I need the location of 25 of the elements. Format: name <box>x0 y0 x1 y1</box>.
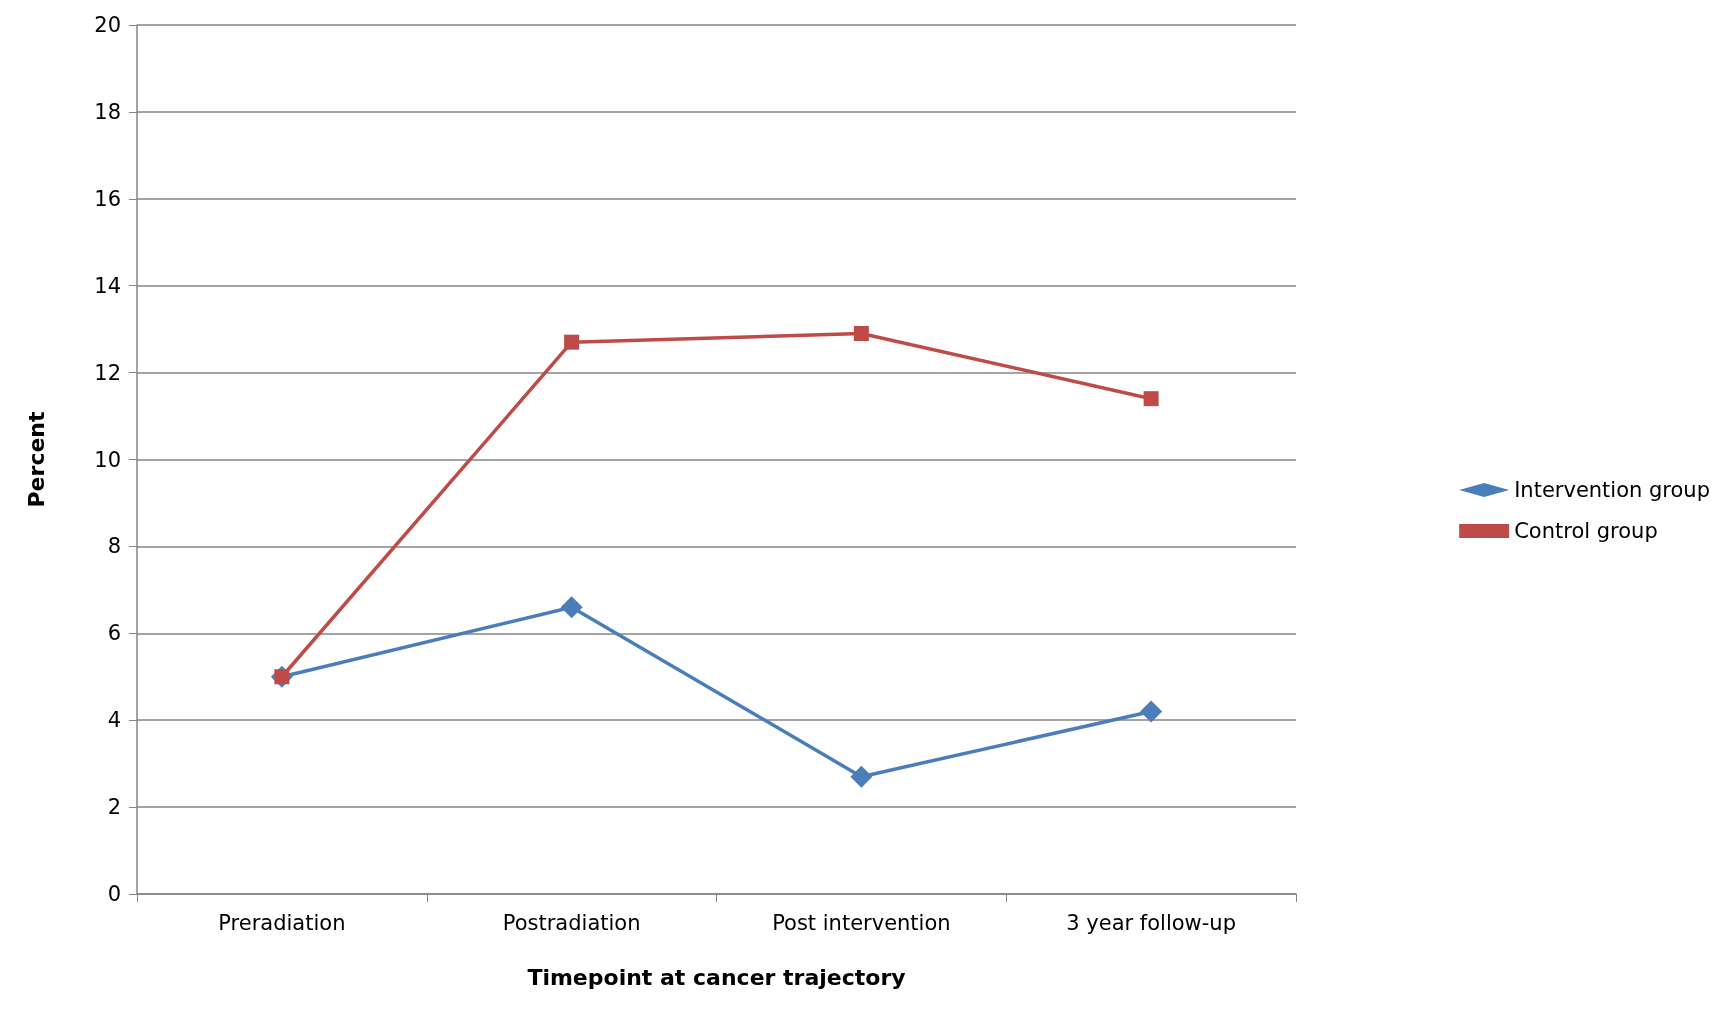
y-tick-label: 20 <box>94 13 121 37</box>
y-tick-label: 8 <box>107 534 121 559</box>
y-tick-label: 10 <box>94 447 121 472</box>
y-tick-label: 18 <box>94 99 121 124</box>
y-tick-label: 16 <box>94 186 121 211</box>
y-tick-label: 2 <box>107 795 121 820</box>
y-tick-label: 4 <box>107 708 121 733</box>
x-tick-label: Postradiation <box>502 910 641 935</box>
x-tick-label: 3 year follow-up <box>1066 910 1236 935</box>
point <box>1140 700 1163 723</box>
point <box>564 334 580 350</box>
x-tick-label: Post intervention <box>772 910 951 935</box>
x-axis-title: Timepoint at cancer trajectory <box>527 964 906 990</box>
y-tick-label: 14 <box>94 273 121 298</box>
legend-label: Intervention group <box>1514 478 1710 502</box>
y-tick-label: 0 <box>107 882 121 906</box>
point <box>560 596 583 619</box>
x-tick-label: Preradiation <box>218 910 346 935</box>
y-tick-label: 12 <box>94 360 121 385</box>
y-tick-label: 6 <box>107 621 121 646</box>
legend-label: Control group <box>1514 519 1658 543</box>
point <box>853 325 869 341</box>
point <box>850 765 873 788</box>
point <box>1143 391 1159 407</box>
y-axis-title: Percent <box>23 411 49 508</box>
